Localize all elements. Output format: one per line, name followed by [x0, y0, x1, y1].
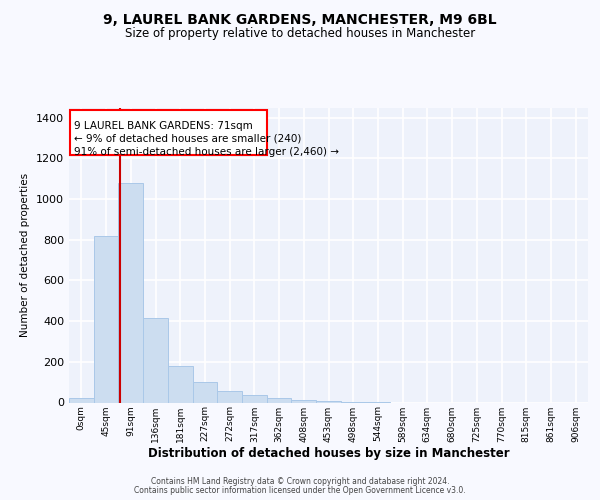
- Text: Contains HM Land Registry data © Crown copyright and database right 2024.: Contains HM Land Registry data © Crown c…: [151, 477, 449, 486]
- Bar: [94, 236, 118, 402]
- Bar: [267, 398, 292, 402]
- Text: Contains public sector information licensed under the Open Government Licence v3: Contains public sector information licen…: [134, 486, 466, 495]
- Bar: [193, 382, 217, 402]
- Bar: [143, 318, 168, 402]
- Bar: [69, 398, 94, 402]
- Text: 9 LAUREL BANK GARDENS: 71sqm: 9 LAUREL BANK GARDENS: 71sqm: [74, 120, 253, 130]
- Bar: [292, 400, 316, 402]
- Bar: [70, 110, 267, 156]
- Bar: [168, 366, 193, 403]
- Text: 9, LAUREL BANK GARDENS, MANCHESTER, M9 6BL: 9, LAUREL BANK GARDENS, MANCHESTER, M9 6…: [103, 12, 497, 26]
- Text: 91% of semi-detached houses are larger (2,460) →: 91% of semi-detached houses are larger (…: [74, 147, 339, 157]
- Bar: [217, 392, 242, 402]
- Y-axis label: Number of detached properties: Number of detached properties: [20, 173, 31, 337]
- Text: Distribution of detached houses by size in Manchester: Distribution of detached houses by size …: [148, 448, 509, 460]
- Bar: [118, 183, 143, 402]
- Text: Size of property relative to detached houses in Manchester: Size of property relative to detached ho…: [125, 28, 475, 40]
- Bar: [242, 396, 267, 402]
- Text: ← 9% of detached houses are smaller (240): ← 9% of detached houses are smaller (240…: [74, 134, 301, 144]
